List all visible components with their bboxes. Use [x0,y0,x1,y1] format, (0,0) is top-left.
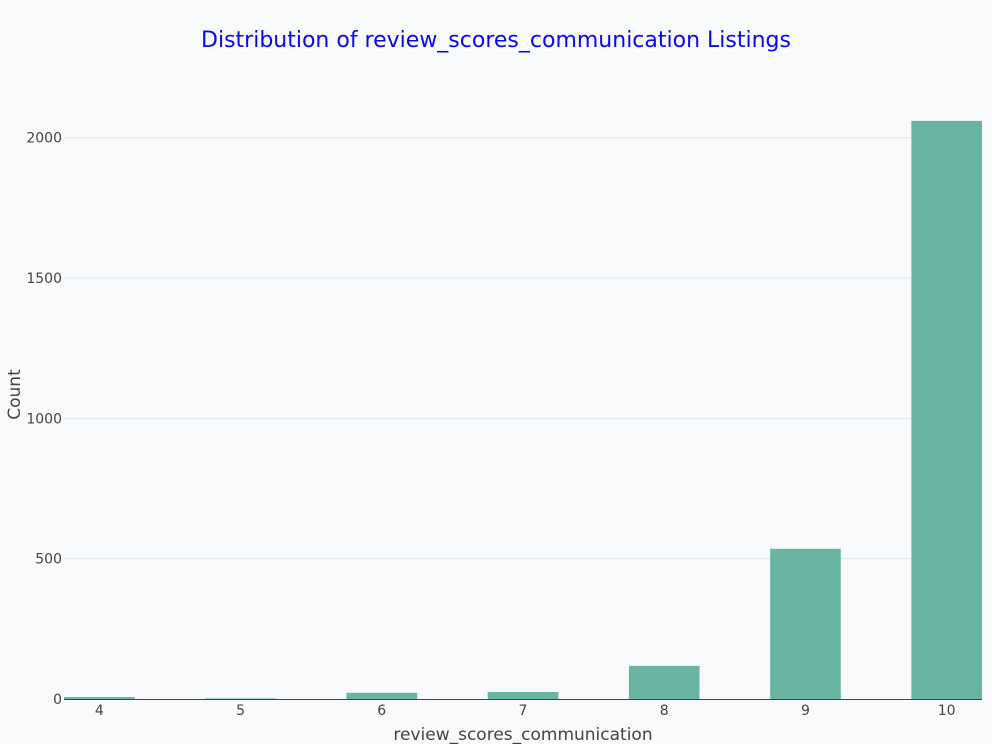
x-tick-label: 7 [519,703,528,719]
bar-10 [911,120,982,699]
bars [64,120,982,699]
x-axis-ticks: 4 5 6 7 8 9 10 [95,703,956,719]
y-tick-label: 1000 [26,411,62,427]
x-tick-label: 6 [377,703,386,719]
y-tick-label: 0 [53,692,62,708]
bar-8 [628,665,700,699]
x-tick-label: 8 [660,703,669,719]
gridlines [64,137,982,560]
bar-5 [205,698,276,699]
x-tick-label: 5 [236,703,245,719]
bar-6 [346,692,418,699]
bar-4 [64,697,135,699]
y-tick-label: 500 [35,552,62,568]
x-tick-label: 10 [938,703,956,719]
y-axis-title: Count [5,369,25,420]
chart-title: Distribution of review_scores_communicat… [201,28,791,53]
x-axis-title: review_scores_communication [393,725,652,744]
bar-7 [487,691,559,699]
bar-9 [770,548,841,699]
y-tick-label: 1500 [26,271,62,287]
x-tick-label: 4 [95,703,104,719]
y-tick-label: 2000 [26,131,62,147]
x-tick-label: 9 [801,703,810,719]
y-axis-ticks: 0 500 1000 1500 2000 [26,131,62,708]
